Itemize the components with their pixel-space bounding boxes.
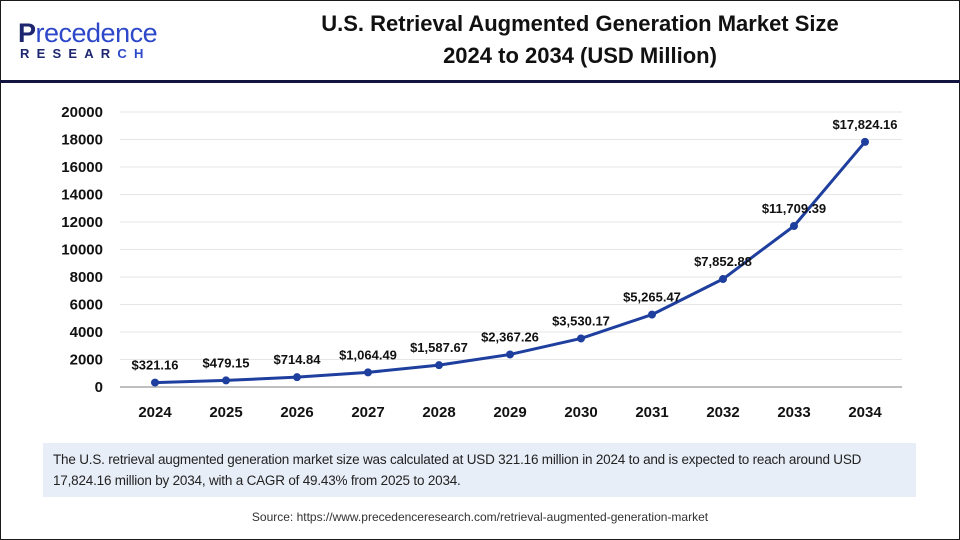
data-point (790, 221, 798, 230)
x-tick-label: 2024 (138, 404, 172, 421)
data-point (861, 137, 869, 146)
source-text: Source: https://www.precedenceresearch.c… (251, 510, 709, 524)
chart-title-line2: 2024 to 2034 (USD Million) (443, 43, 717, 68)
precedence-research-logo: Precedence RESEARCH (18, 18, 178, 62)
data-point (435, 361, 443, 370)
data-label: $479.15 (203, 355, 250, 370)
logo-wordmark-rest: recedence (35, 18, 158, 48)
data-point (648, 310, 656, 319)
data-label: $5,265.47 (623, 290, 681, 305)
chart-title-line1: U.S. Retrieval Augmented Generation Mark… (321, 11, 839, 36)
header: Precedence RESEARCH U.S. Retrieval Augme… (0, 0, 960, 85)
y-axis-ticks: 0 2000 4000 6000 8000 10000 12000 14000 16000 180… (61, 104, 103, 396)
data-label: $1,064.49 (339, 347, 397, 362)
data-label: $2,367.26 (481, 329, 539, 344)
x-tick-label: 2029 (493, 404, 526, 421)
data-label: $714.84 (274, 352, 322, 367)
x-axis-ticks: 2024 2025 2026 2027 2028 2029 2030 2031 2032 2033… (138, 404, 882, 421)
data-label: $321.16 (132, 358, 179, 373)
y-tick-label: 8000 (70, 269, 103, 286)
data-point (577, 334, 585, 343)
x-tick-label: 2033 (777, 404, 810, 421)
series-line (154, 140, 867, 385)
y-tick-label: 2000 (70, 352, 103, 369)
data-point (222, 376, 230, 385)
logo-subtitle: RESEARCH (20, 47, 151, 61)
y-tick-label: 10000 (61, 242, 103, 259)
data-label: $3,530.17 (552, 313, 610, 328)
data-point (293, 373, 301, 382)
y-tick-label: 16000 (61, 159, 103, 176)
data-label: $1,587.67 (410, 340, 468, 355)
y-tick-label: 0 (95, 379, 103, 396)
series-market-size (151, 137, 869, 387)
data-point (151, 378, 159, 387)
y-tick-label: 12000 (61, 214, 103, 231)
logo-subtitle-accent: CH (117, 46, 151, 61)
data-point (364, 368, 372, 377)
y-tick-label: 6000 (70, 297, 103, 314)
y-tick-label: 14000 (61, 187, 103, 204)
logo-initial: P (18, 18, 36, 48)
data-label: $17,824.16 (832, 117, 897, 132)
chart-title: U.S. Retrieval Augmented Generation Mark… (220, 8, 940, 72)
x-tick-label: 2034 (848, 404, 882, 421)
gridlines (120, 111, 902, 360)
data-point (719, 275, 727, 284)
header-divider (0, 80, 960, 83)
logo-subtitle-main: RESEAR (20, 46, 118, 61)
x-tick-label: 2030 (564, 404, 597, 421)
y-tick-label: 4000 (70, 324, 103, 341)
y-tick-label: 18000 (61, 132, 103, 149)
summary-box: The U.S. retrieval augmented generation … (43, 443, 916, 497)
data-point (506, 350, 514, 359)
x-tick-label: 2032 (706, 404, 739, 421)
logo-wordmark: Precedence (18, 18, 158, 48)
line-chart: 0 2000 4000 6000 8000 10000 12000 14000 16000 180… (61, 104, 902, 421)
x-tick-label: 2031 (635, 404, 668, 421)
data-labels: $321.16 $479.15 $714.84 $1,064.49 $1,587.67 $… (132, 117, 898, 373)
x-tick-label: 2028 (422, 404, 455, 421)
y-tick-label: 20000 (61, 104, 103, 121)
data-label: $11,709.39 (762, 201, 826, 216)
data-label: $7,852.88 (694, 254, 752, 269)
x-tick-label: 2026 (280, 404, 313, 421)
x-tick-label: 2027 (351, 404, 384, 421)
x-tick-label: 2025 (209, 404, 242, 421)
